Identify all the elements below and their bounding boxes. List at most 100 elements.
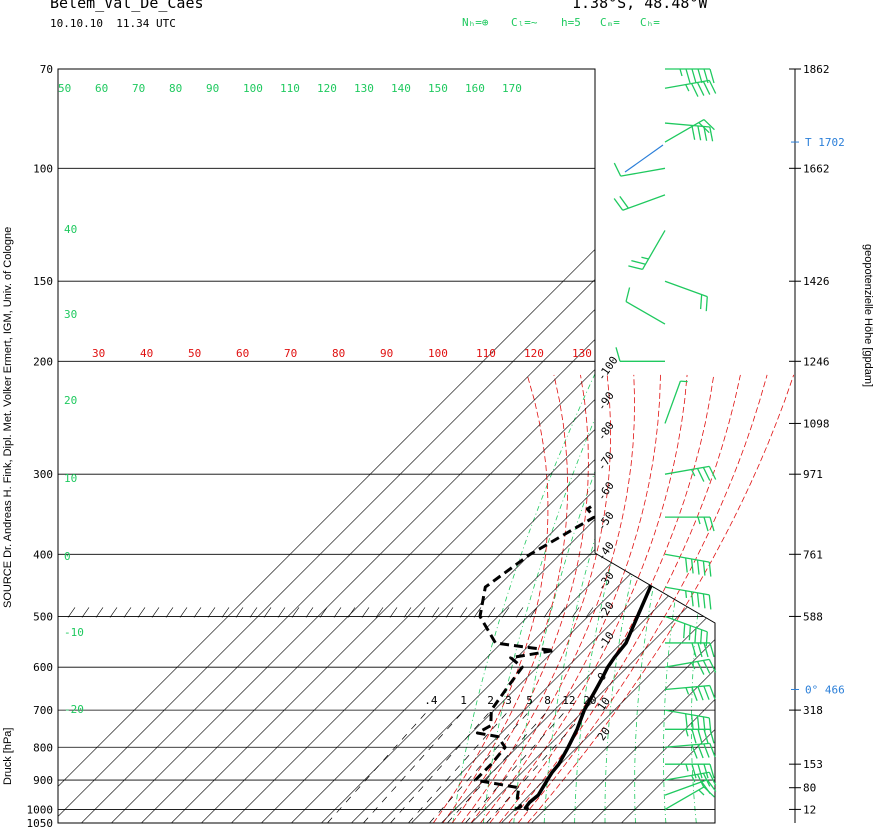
dry-adiabat-top-label: 60 bbox=[95, 82, 108, 95]
geopotential-tick-label: 1662 bbox=[803, 162, 830, 175]
wind-barb-feather bbox=[705, 296, 708, 312]
mixing-ratio-label: 1 bbox=[460, 694, 467, 707]
wind-barb-feather bbox=[699, 294, 703, 310]
isotherm-label: -80 bbox=[595, 419, 617, 443]
dry-adiabat-left-label: 10 bbox=[64, 472, 77, 485]
dry-adiabat bbox=[543, 88, 715, 823]
hatch-mark bbox=[431, 607, 440, 618]
wind-barb-staff bbox=[664, 553, 710, 563]
isotherm bbox=[501, 69, 715, 823]
dry-adiabat-top-label: 110 bbox=[280, 82, 300, 95]
dry-adiabat bbox=[452, 87, 715, 823]
hatch-mark bbox=[487, 607, 496, 618]
wind-barb-feather bbox=[696, 559, 700, 575]
wind-barb-feather bbox=[703, 763, 709, 779]
wind-barb-feather bbox=[703, 516, 709, 532]
wind-barb-staff bbox=[620, 167, 666, 177]
wind-barb-feather bbox=[696, 774, 705, 788]
wind-barb-feather bbox=[709, 763, 715, 779]
isotherm-label: -60 bbox=[595, 479, 617, 503]
mixing-ratio-line bbox=[390, 709, 492, 824]
hatch-mark bbox=[529, 607, 538, 618]
wind-barb-feather bbox=[705, 631, 708, 647]
pressure-tick: 1000 bbox=[27, 803, 54, 816]
hatch-mark bbox=[333, 607, 342, 618]
wind-barb-half-feather bbox=[679, 68, 683, 77]
wind-barb-feather bbox=[628, 265, 643, 271]
legend-cl: Cₗ=~ bbox=[511, 16, 538, 29]
wind-barb-feather bbox=[691, 83, 699, 97]
mixing-ratio-label: .4 bbox=[424, 694, 438, 707]
wind-barb-feather bbox=[697, 763, 703, 779]
wind-barb-feather bbox=[703, 119, 715, 131]
hatch-mark bbox=[403, 607, 412, 618]
source-credit: SOURCE Dr. Andreas H. Fink, Dipl. Met. V… bbox=[2, 226, 14, 608]
dry-adiabat-left-label: 40 bbox=[64, 223, 77, 236]
wind-barb-feather bbox=[703, 743, 710, 758]
wind-barb-feather bbox=[690, 714, 694, 730]
moist-adiabat-label: 110 bbox=[476, 347, 496, 360]
isotherm-label: -90 bbox=[595, 389, 617, 413]
moist-adiabat bbox=[470, 374, 636, 824]
wind-barb-feather bbox=[619, 196, 629, 209]
wind-barb-feather bbox=[631, 260, 646, 265]
mixing-ratio-lines bbox=[327, 709, 588, 824]
wind-barb-feather bbox=[685, 557, 688, 573]
wind-barb-feather bbox=[703, 126, 708, 141]
wind-barb-feather bbox=[613, 162, 622, 177]
moist-adiabat-label: 90 bbox=[380, 347, 393, 360]
wind-barb-feather bbox=[691, 642, 697, 658]
hatch-mark bbox=[543, 607, 552, 618]
hatch-mark bbox=[557, 607, 566, 618]
isotherm bbox=[411, 69, 715, 823]
station-name: Belem_Val_De_Caes bbox=[50, 0, 204, 12]
pressure-tick: 600 bbox=[33, 661, 53, 674]
moist-adiabat bbox=[480, 374, 661, 824]
dry-adiabat-left-label: 20 bbox=[64, 394, 77, 407]
mixing-ratio-label: 20 bbox=[583, 694, 596, 707]
wind-barb-feather bbox=[691, 763, 697, 779]
moist-adiabat-label: 80 bbox=[332, 347, 345, 360]
hatch-mark bbox=[417, 607, 426, 618]
dry-adiabat bbox=[691, 88, 715, 823]
wind-barb-feather bbox=[703, 729, 709, 744]
level-annotation: 0° 466 bbox=[805, 683, 845, 696]
wind-barb-feather bbox=[708, 659, 717, 673]
geopotential-tick-label: 761 bbox=[803, 548, 823, 561]
moist-adiabat-label: 40 bbox=[140, 347, 153, 360]
pressure-tick: 900 bbox=[33, 774, 53, 787]
wind-barb-feather bbox=[709, 68, 715, 84]
mixing-ratio-line bbox=[429, 709, 531, 824]
isotherm bbox=[351, 69, 715, 823]
wind-barb-feather bbox=[708, 562, 712, 577]
dry-adiabat-left-label: 30 bbox=[64, 308, 77, 321]
wind-barb-feather bbox=[708, 466, 717, 480]
mixing-ratio-label: 5 bbox=[526, 694, 533, 707]
wind-barb-feather bbox=[697, 642, 703, 658]
sounding-profiles bbox=[473, 69, 715, 811]
isotherm bbox=[141, 69, 715, 823]
wind-barb-feather bbox=[685, 68, 691, 84]
hatch-mark bbox=[305, 607, 314, 618]
isotherm-label: 10 bbox=[595, 695, 613, 713]
isotherm bbox=[561, 69, 715, 823]
geopotential-axis-label: geopotenzielle Höhe [gpdam] bbox=[862, 244, 874, 388]
moist-adiabat-label: 50 bbox=[188, 347, 201, 360]
pressure-tick: 70 bbox=[40, 63, 53, 76]
geopotential-axis: 1862 1662 1426 1246 1098 971 761 588 318 153 80 12 T… bbox=[624, 63, 845, 823]
hatch-mark bbox=[361, 607, 370, 618]
isotherm-label: -30 bbox=[595, 569, 617, 593]
hatch-mark bbox=[179, 607, 188, 618]
wind-barb-staff bbox=[664, 709, 710, 719]
hatch-mark bbox=[501, 607, 510, 618]
dewpoint-profile bbox=[473, 69, 715, 811]
wind-barb-feather bbox=[615, 347, 621, 362]
wind-barb-feather bbox=[691, 68, 697, 84]
wind-barb-staff bbox=[641, 230, 666, 270]
hatch-mark bbox=[235, 607, 244, 618]
wind-barb-feather bbox=[688, 625, 692, 641]
dry-adiabat-left-label: 0 bbox=[64, 550, 71, 563]
pressure-grid bbox=[57, 68, 716, 824]
moist-adiabat-label: 70 bbox=[284, 347, 297, 360]
pressure-tick: 700 bbox=[33, 704, 53, 717]
